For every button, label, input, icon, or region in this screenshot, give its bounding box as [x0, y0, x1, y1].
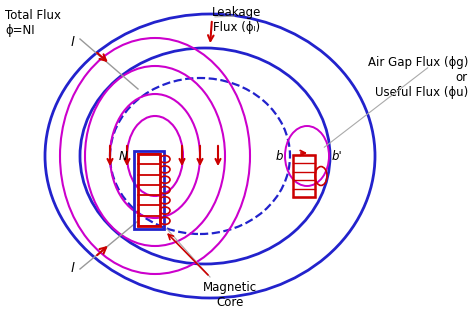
- Bar: [293, 155, 315, 197]
- Text: N: N: [118, 150, 128, 162]
- Text: b': b': [332, 150, 342, 162]
- Text: l: l: [70, 37, 74, 49]
- Bar: [134, 151, 164, 229]
- Text: Magnetic
Core: Magnetic Core: [203, 281, 257, 309]
- Text: Air Gap Flux (ϕg)
or
Useful Flux (ϕu): Air Gap Flux (ϕg) or Useful Flux (ϕu): [368, 56, 468, 99]
- Text: b: b: [275, 150, 283, 162]
- Bar: [138, 154, 160, 226]
- Text: Total Flux
ϕ=NI: Total Flux ϕ=NI: [5, 9, 61, 37]
- Text: Leakage
Flux (ϕₗ): Leakage Flux (ϕₗ): [212, 6, 262, 34]
- Text: l: l: [70, 263, 74, 275]
